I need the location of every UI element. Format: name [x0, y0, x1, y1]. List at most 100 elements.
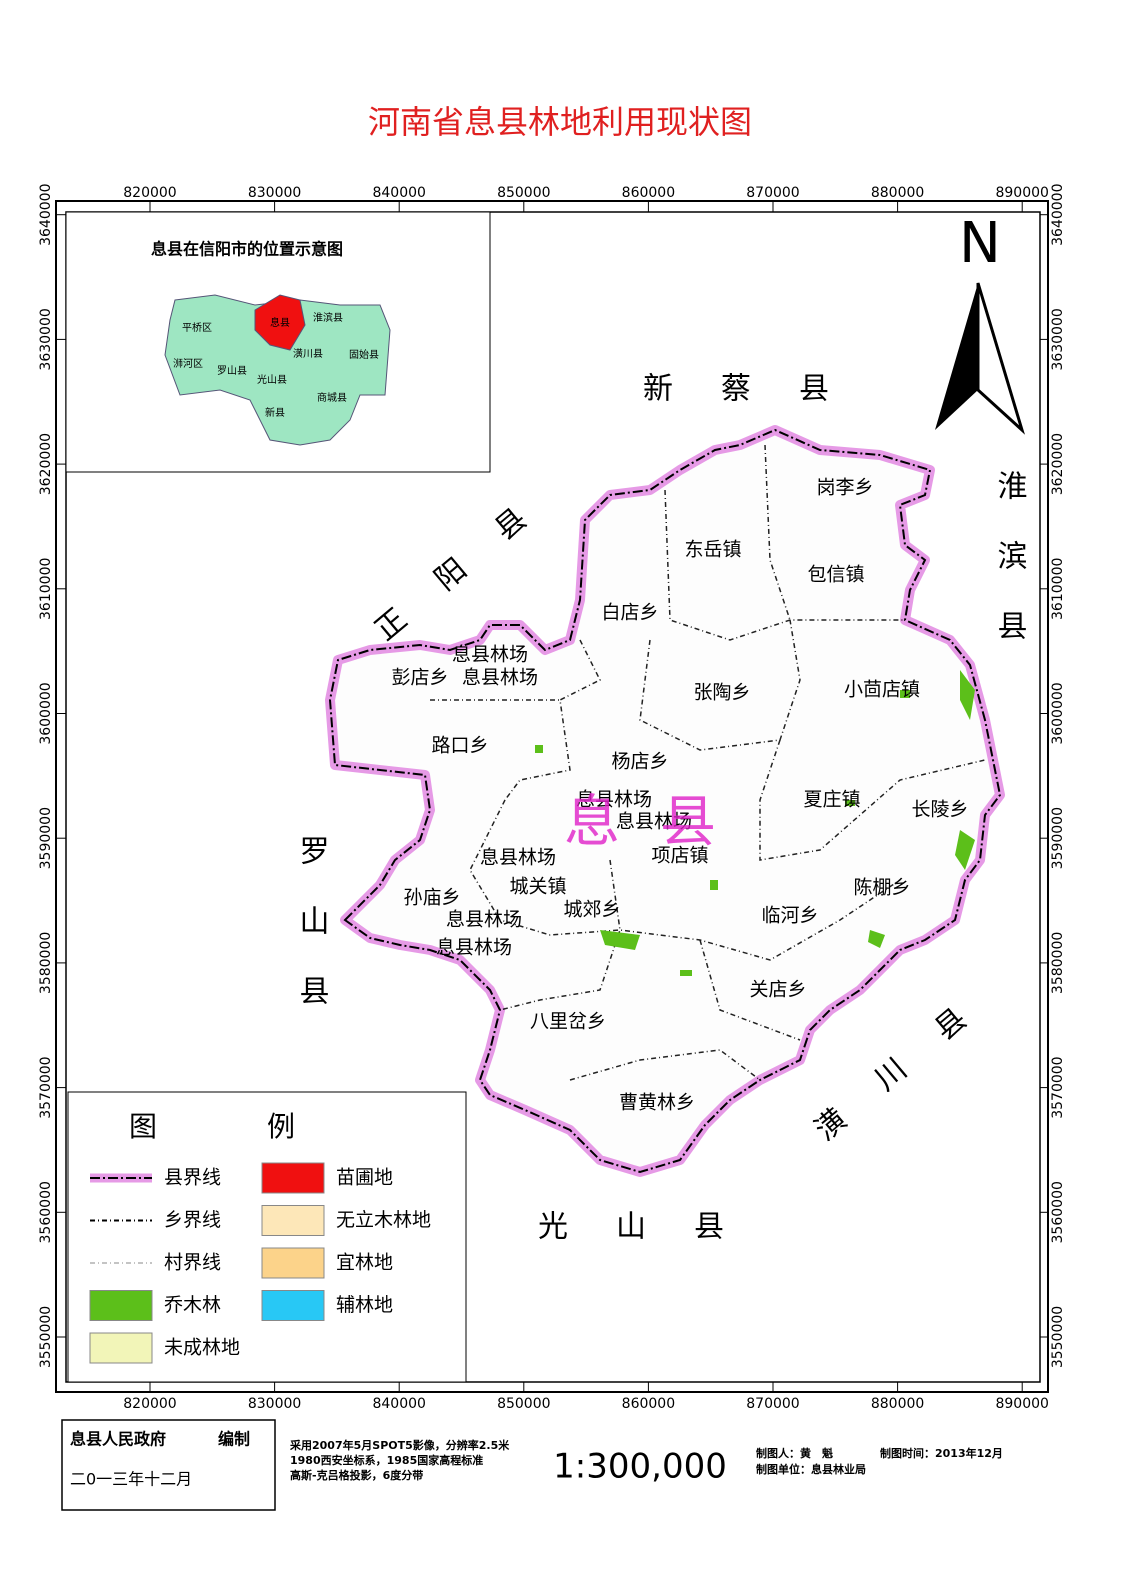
x-tick-label: 890000: [995, 185, 1048, 201]
y-tick-label: 3620000: [38, 433, 54, 495]
township-label: 白店乡: [601, 602, 658, 624]
inner-frame: [65, 211, 1041, 1383]
township-line: [759, 739, 986, 861]
township-label: 包信镇: [807, 564, 864, 586]
legend-label: 县界线: [164, 1167, 221, 1189]
township-label: 孙庙乡: [403, 887, 460, 909]
legend-swatch: [261, 1205, 325, 1236]
y-tick-label: 3560000: [1050, 1181, 1066, 1243]
township-label: 曹黄林乡: [619, 1092, 695, 1114]
footer-note: 采用2007年5月SPOT5影像，分辨率2.5米: [289, 1438, 510, 1452]
township-line: [569, 1049, 761, 1081]
footer-note: 1980西安坐标系，1985国家高程标准: [290, 1453, 483, 1467]
legend-label: 未成林地: [164, 1337, 240, 1359]
y-tick-label: 3550000: [1050, 1306, 1066, 1368]
north-arrow-left: [935, 283, 978, 430]
x-tick-label: 880000: [871, 185, 924, 201]
y-tick-label: 3570000: [38, 1056, 54, 1118]
y-tick-label: 3600000: [38, 682, 54, 744]
township-line: [699, 939, 801, 1041]
township-label: 城关镇: [509, 876, 566, 898]
forest-patch: [845, 800, 855, 806]
inset-label: 平桥区: [182, 322, 212, 334]
township-label: 岗李乡: [816, 477, 873, 499]
township-label: 息县林场: [436, 937, 512, 959]
forest-patch: [600, 930, 640, 950]
inset-label: 光山县: [257, 373, 287, 386]
inset-label: 新县: [265, 406, 285, 419]
north-arrow-right: [976, 282, 1025, 435]
township-line: [504, 639, 602, 801]
township-label: 关店乡: [749, 979, 806, 1001]
y-tick-label: 3570000: [1050, 1056, 1066, 1118]
township-lines: [430, 444, 986, 1081]
township-label: 东岳镇: [684, 539, 741, 561]
forest-patch: [900, 690, 910, 698]
forest-patch: [960, 670, 975, 720]
map-unit: 制图单位：息县林业局: [756, 1462, 866, 1476]
x-tick-label: 850000: [497, 185, 550, 201]
y-tick-label: 3610000: [1050, 558, 1066, 620]
x-tick-label: 890000: [995, 1396, 1048, 1412]
x-tick-label: 820000: [123, 1396, 176, 1412]
map-time: 制图时间：2013年12月: [880, 1446, 1003, 1460]
x-tick-label: 830000: [248, 1396, 301, 1412]
township-label: 息县林场: [462, 667, 538, 689]
forest-patch: [710, 880, 718, 890]
y-tick-label: 3550000: [38, 1306, 54, 1368]
county-label: 息县: [564, 790, 756, 855]
township-label: 彭店乡: [391, 667, 448, 689]
x-tick-label: 850000: [497, 1396, 550, 1412]
inset-label: 息县: [270, 316, 290, 329]
legend-swatch: [261, 1290, 325, 1321]
township-label: 城郊乡: [563, 899, 620, 921]
township-label: 夏庄镇: [803, 789, 860, 811]
legend-swatch: [89, 1290, 153, 1321]
footer-note: 高斯-克吕格投影，6度分带: [290, 1468, 423, 1482]
y-tick-label: 3590000: [1050, 807, 1066, 869]
x-tick-label: 860000: [622, 1396, 675, 1412]
township-label: 陈棚乡: [853, 877, 910, 899]
inset-xixian: [254, 294, 306, 351]
township-label: 项店镇: [651, 845, 708, 867]
y-tick-label: 3640000: [38, 184, 54, 246]
township-label: 长陵乡: [911, 799, 968, 821]
outer-frame: [55, 200, 1049, 1393]
forest-patch: [680, 970, 692, 976]
township-line: [764, 444, 791, 621]
north-label: N: [959, 211, 1001, 276]
township-label: 小茴店镇: [844, 679, 920, 701]
township-label: 张陶乡: [693, 682, 750, 704]
x-tick-label: 840000: [372, 1396, 425, 1412]
x-tick-label: 880000: [871, 1396, 924, 1412]
map-title: 河南省息县林地利用现状图: [368, 103, 752, 141]
inset-label: 浉河区: [173, 358, 203, 370]
inset-label: 淮滨县: [313, 311, 343, 324]
legend-swatch: [261, 1162, 325, 1194]
mapper: 制图人：黄 魁: [756, 1446, 833, 1460]
y-tick-label: 3580000: [38, 932, 54, 994]
x-tick-label: 860000: [622, 185, 675, 201]
neighbor-label: 光山县: [538, 1210, 772, 1245]
county-line: [328, 428, 1002, 1174]
inset-label: 商城县: [317, 391, 347, 404]
township-line: [469, 799, 901, 961]
y-tick-label: 3610000: [38, 558, 54, 620]
forest-patch: [535, 745, 543, 753]
footer-org: 息县人民政府: [70, 1430, 166, 1449]
legend-label: 无立木林地: [336, 1209, 431, 1231]
legend-label: 辅林地: [336, 1294, 393, 1316]
inset-title: 息县在信阳市的位置示意图: [151, 240, 343, 259]
township-line: [664, 489, 905, 641]
township-label: 路口乡: [431, 735, 488, 757]
y-tick-label: 3560000: [38, 1181, 54, 1243]
legend-label: 村界线: [164, 1252, 221, 1274]
township-line: [499, 859, 621, 1011]
y-tick-label: 3630000: [38, 308, 54, 370]
footer-action: 编制: [218, 1430, 250, 1449]
township-label: 息县林场: [452, 644, 528, 666]
legend-label: 乔木林: [164, 1294, 221, 1316]
township-label: 临河乡: [761, 905, 818, 927]
forest-patch: [868, 930, 885, 948]
